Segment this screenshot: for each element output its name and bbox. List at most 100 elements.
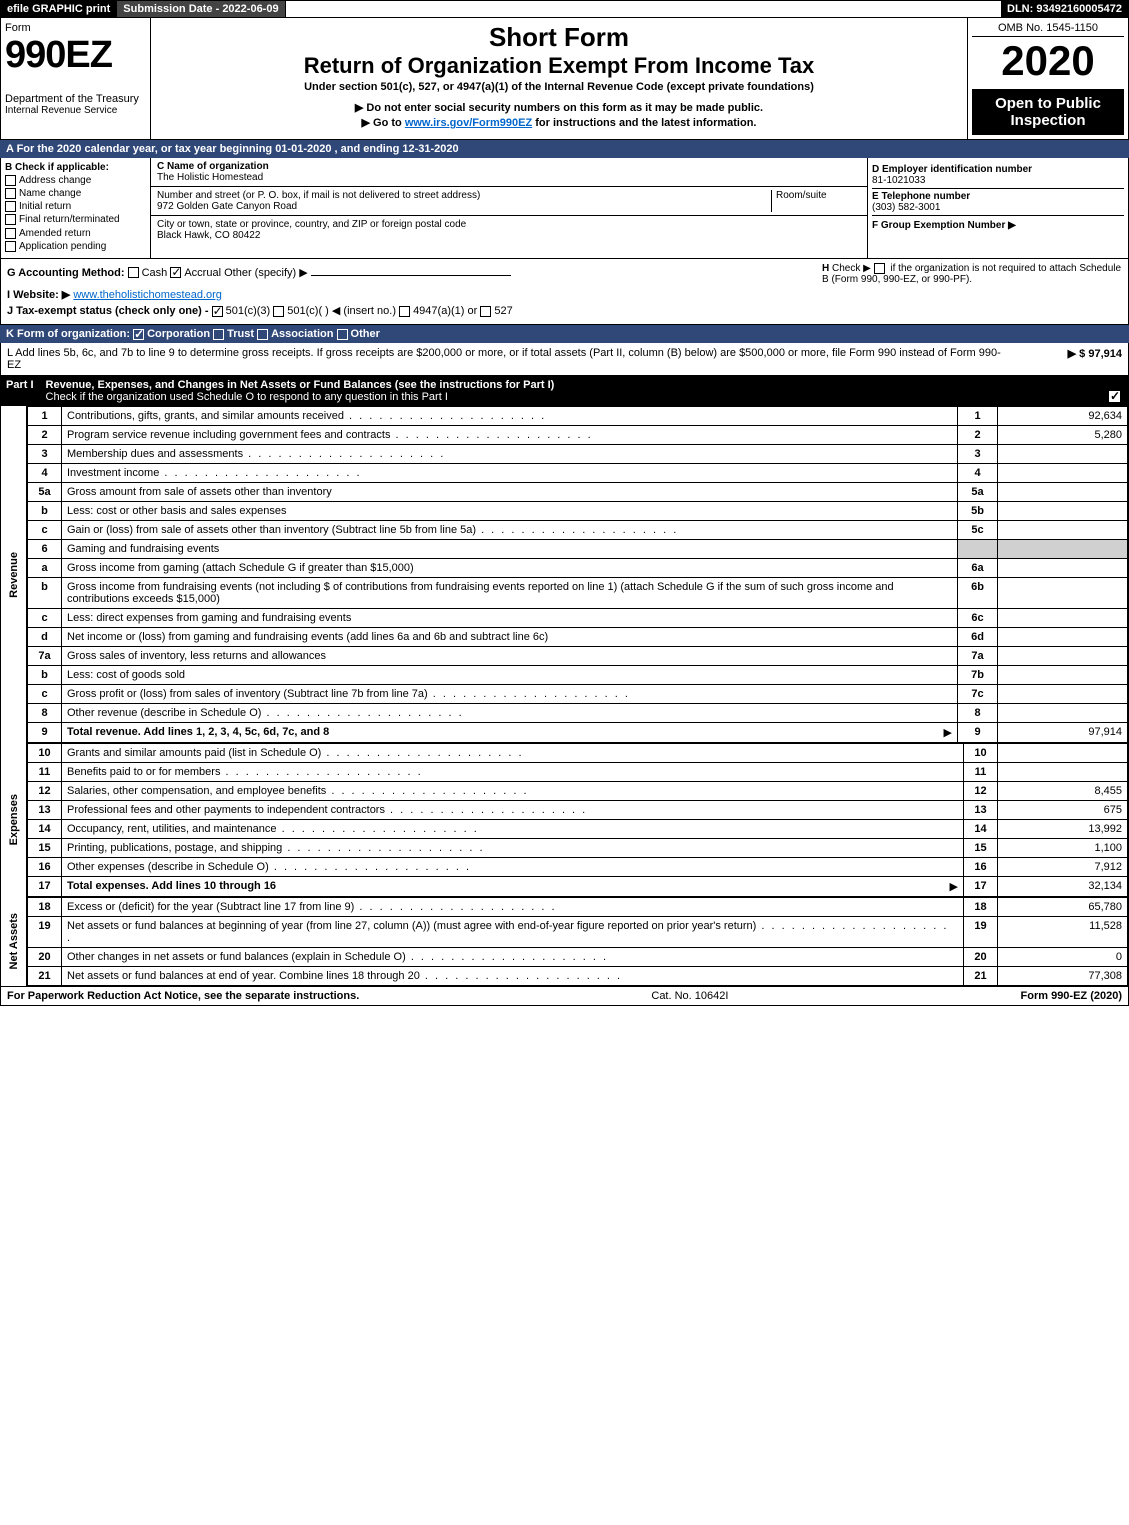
row-5b: bLess: cost or other basis and sales exp… [28,501,1128,520]
form-word: Form [5,22,146,34]
chk-schedule-b[interactable] [874,263,885,274]
goto-post: for instructions and the latest informat… [532,117,756,129]
row-6c: cLess: direct expenses from gaming and f… [28,608,1128,627]
other-specify: Other (specify) ▶ [224,267,308,279]
chk-final-return[interactable]: Final return/terminated [5,214,146,225]
efile-label: efile GRAPHIC print [1,1,117,17]
tax-year: 2020 [972,37,1124,85]
row-8: 8Other revenue (describe in Schedule O)8 [28,703,1128,722]
net-assets-table: 18Excess or (deficit) for the year (Subt… [27,897,1128,986]
chk-application-pending[interactable]: Application pending [5,241,146,252]
org-name: The Holistic Homestead [157,172,263,183]
section-d: D Employer identification number 81-1021… [872,162,1124,189]
dept-treasury: Department of the Treasury [5,93,146,105]
arrow-icon: ▶ [950,880,958,893]
row-7c: cGross profit or (loss) from sales of in… [28,684,1128,703]
topbar: efile GRAPHIC print Submission Date - 20… [0,0,1129,18]
org-name-label: C Name of organization [157,161,269,172]
row-19: 19Net assets or fund balances at beginni… [28,916,1128,947]
section-f: F Group Exemption Number ▶ [872,216,1124,231]
other-input[interactable] [311,275,511,276]
line-k-band: K Form of organization: Corporation Trus… [0,325,1129,343]
row-14: 14Occupancy, rent, utilities, and mainte… [28,819,1128,838]
row-16: 16Other expenses (describe in Schedule O… [28,857,1128,876]
city-label: City or town, state or province, country… [157,219,466,230]
revenue-section: Revenue 1Contributions, gifts, grants, a… [0,406,1129,743]
phone-value: (303) 582-3001 [872,202,940,213]
org-name-row: C Name of organization The Holistic Home… [151,158,867,187]
row-6b: bGross income from fundraising events (n… [28,577,1128,608]
ssn-warning: ▶ Do not enter social security numbers o… [159,101,959,114]
section-c: C Name of organization The Holistic Home… [151,158,868,258]
info-grid: B Check if applicable: Address change Na… [0,158,1129,259]
chk-name-change[interactable]: Name change [5,188,146,199]
row-15: 15Printing, publications, postage, and s… [28,838,1128,857]
line-j-label: J Tax-exempt status (check only one) - [7,305,209,317]
row-17: 17Total expenses. Add lines 10 through 1… [28,876,1128,896]
line-l-text: L Add lines 5b, 6c, and 7b to line 9 to … [7,347,1002,371]
form-header: Form 990EZ Department of the Treasury In… [0,18,1129,140]
footer-cat-no: Cat. No. 10642I [651,990,728,1002]
irs-link[interactable]: www.irs.gov/Form990EZ [405,117,532,129]
chk-amended-return[interactable]: Amended return [5,228,146,239]
revenue-table: 1Contributions, gifts, grants, and simil… [27,406,1128,743]
room-label: Room/suite [776,190,827,201]
return-title: Return of Organization Exempt From Incom… [159,53,959,79]
chk-accrual[interactable] [170,267,181,278]
open-public: Open to Public Inspection [972,89,1124,135]
chk-address-change[interactable]: Address change [5,175,146,186]
header-right: OMB No. 1545-1150 2020 Open to Public In… [968,18,1128,139]
line-i: I Website: ▶ www.theholistichomestead.or… [7,288,1122,301]
row-7a: 7aGross sales of inventory, less returns… [28,646,1128,665]
line-g: G Accounting Method: Cash Accrual Other … [7,266,822,279]
group-exemption-label: F Group Exemption Number ▶ [872,220,1016,231]
arrow-icon: ▶ [944,726,952,739]
dln: DLN: 93492160005472 [1001,1,1128,17]
website-link[interactable]: www.theholistichomestead.org [73,289,222,301]
net-assets-section: Net Assets 18Excess or (deficit) for the… [0,897,1129,987]
footer-form-ref: Form 990-EZ (2020) [1021,990,1122,1002]
chk-association[interactable] [257,329,268,340]
chk-527[interactable] [480,306,491,317]
chk-4947[interactable] [399,306,410,317]
goto-line: ▶ Go to www.irs.gov/Form990EZ for instru… [159,116,959,129]
chk-501c[interactable] [273,306,284,317]
row-6a: aGross income from gaming (attach Schedu… [28,558,1128,577]
line-h: H Check ▶ if the organization is not req… [822,263,1122,285]
addr-label: Number and street (or P. O. box, if mail… [157,190,480,201]
submission-date: Submission Date - 2022-06-09 [117,1,285,17]
row-10: 10Grants and similar amounts paid (list … [28,743,1128,762]
line-h-label: H [822,263,829,274]
page-footer: For Paperwork Reduction Act Notice, see … [0,987,1129,1006]
row-18: 18Excess or (deficit) for the year (Subt… [28,897,1128,916]
line-j: J Tax-exempt status (check only one) - 5… [7,304,1122,317]
org-addr-row: Number and street (or P. O. box, if mail… [151,187,867,216]
header-center: Short Form Return of Organization Exempt… [151,18,968,139]
org-city-row: City or town, state or province, country… [151,216,867,244]
row-2: 2Program service revenue including gover… [28,425,1128,444]
gh-block: G Accounting Method: Cash Accrual Other … [0,259,1129,325]
chk-initial-return[interactable]: Initial return [5,201,146,212]
form-number: 990EZ [5,34,146,77]
part-1-label: Part I [6,379,34,403]
line-k-label: K Form of organization: [6,328,130,340]
city-value: Black Hawk, CO 80422 [157,230,260,241]
omb-number: OMB No. 1545-1150 [972,22,1124,37]
chk-schedule-o[interactable] [1109,391,1120,402]
chk-cash[interactable] [128,267,139,278]
chk-501c3[interactable] [212,306,223,317]
row-6: 6Gaming and fundraising events [28,539,1128,558]
row-6d: dNet income or (loss) from gaming and fu… [28,627,1128,646]
expenses-table: 10Grants and similar amounts paid (list … [27,743,1128,897]
chk-trust[interactable] [213,329,224,340]
chk-other-org[interactable] [337,329,348,340]
period-band: A For the 2020 calendar year, or tax yea… [0,140,1129,158]
expenses-section: Expenses 10Grants and similar amounts pa… [0,743,1129,897]
row-13: 13Professional fees and other payments t… [28,800,1128,819]
chk-corporation[interactable] [133,329,144,340]
goto-pre: ▶ Go to [362,117,405,129]
row-5a: 5aGross amount from sale of assets other… [28,482,1128,501]
under-section: Under section 501(c), 527, or 4947(a)(1)… [159,81,959,93]
short-form-title: Short Form [159,22,959,53]
row-20: 20Other changes in net assets or fund ba… [28,947,1128,966]
